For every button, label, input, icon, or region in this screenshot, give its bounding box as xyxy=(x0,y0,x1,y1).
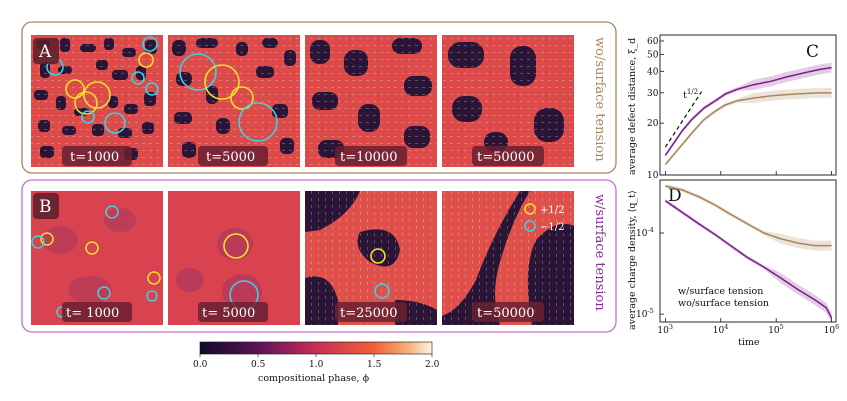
colorbar-tick-3: 1.5 xyxy=(367,360,382,370)
x-tick-label-1: 104 xyxy=(713,323,729,336)
row-b-time-3: t=25000 xyxy=(340,306,397,321)
row-a-time-1: t=1000 xyxy=(70,150,119,165)
y-tick-label-d-0: 10-5 xyxy=(636,307,654,320)
row-a-panels xyxy=(31,35,574,167)
y-tick-label-c-0: 10 xyxy=(647,171,659,181)
colorbar-tick-2: 1.0 xyxy=(309,360,324,370)
row-b-time-tags: t= 1000 t= 5000 t=25000 t=50000 xyxy=(62,302,544,322)
row-a-time-3: t=10000 xyxy=(340,150,397,165)
x-tick-label-3: 106 xyxy=(824,323,840,336)
y-tick-label-c-2: 30 xyxy=(647,89,659,99)
chart-c-ylabel: average defect distance, ξ_d xyxy=(627,38,638,175)
colorbar-tick-0: 0.0 xyxy=(193,360,208,370)
legend-wo-surface: wo/surface tension xyxy=(678,298,769,309)
chart-c-letter: C xyxy=(806,42,819,62)
plus-half-marker xyxy=(524,203,536,215)
colorbar-gradient xyxy=(199,341,433,355)
plus-half-label: +1/2 xyxy=(540,205,564,216)
y-tick-label-c-4: 50 xyxy=(647,51,659,61)
row-b-time-2: t= 5000 xyxy=(202,306,255,321)
panel-a4 xyxy=(442,35,574,167)
row-b-side-label: w/surface tension xyxy=(592,194,607,311)
panel-a2 xyxy=(168,35,300,167)
chart-d-xlabel: time xyxy=(738,337,760,348)
chart-c: C average defect distance, ξ_d 10 20 30 40 5… xyxy=(627,34,837,181)
row-a-time-tags: t=1000 t=5000 t=10000 t=50000 xyxy=(62,146,544,166)
row-a-frame xyxy=(21,21,617,174)
row-b-time-4: t=50000 xyxy=(477,306,534,321)
legend-w-surface: w/surface tension xyxy=(678,286,763,297)
panel-a3 xyxy=(305,35,437,167)
minus-half-label: −1/2 xyxy=(540,222,564,233)
x-tick-label-0: 103 xyxy=(657,323,673,336)
colorbar-tick-4: 2.0 xyxy=(425,360,440,370)
chart-c-frame xyxy=(659,34,837,176)
chart-d-legend: w/surface tension wo/surface tension xyxy=(678,286,769,309)
chart-d: D average charge density, ⟨q_t⟩ 103 104 10… xyxy=(627,179,840,348)
series-line-d-0 xyxy=(664,200,833,319)
defect-legend: +1/2 −1/2 xyxy=(524,203,564,233)
row-a-time-2: t=5000 xyxy=(206,150,255,165)
row-a-letter: A xyxy=(33,38,59,64)
row-b-letter: B xyxy=(33,193,59,219)
y-tick-label-c-1: 20 xyxy=(647,119,659,129)
row-b-frame xyxy=(21,179,617,333)
row-a-time-4: t=50000 xyxy=(477,150,534,165)
row-a-label: A xyxy=(38,42,52,62)
chart-d-letter: D xyxy=(668,186,682,206)
y-tick-label-d-1: 10-4 xyxy=(636,226,654,239)
row-b-label: B xyxy=(39,197,52,217)
chart-d-frame xyxy=(659,179,837,323)
minus-half-marker xyxy=(524,220,536,232)
colorbar-label: compositional phase, ϕ xyxy=(258,373,370,384)
row-b-time-1: t= 1000 xyxy=(66,306,119,321)
series-band-c-0 xyxy=(665,62,832,158)
y-tick-label-c-5: 60 xyxy=(647,37,659,47)
x-tick-label-2: 105 xyxy=(768,323,784,336)
colorbar-tick-1: 0.5 xyxy=(251,360,266,370)
y-tick-label-c-3: 40 xyxy=(647,67,659,77)
colorbar: 0.0 0.5 1.0 1.5 2.0 compositional phase,… xyxy=(193,341,440,384)
row-a-side-label: wo/surface tension xyxy=(592,37,607,162)
series-band-c-1 xyxy=(665,87,832,167)
chart-d-ylabel: average charge density, ⟨q_t⟩ xyxy=(627,190,638,330)
